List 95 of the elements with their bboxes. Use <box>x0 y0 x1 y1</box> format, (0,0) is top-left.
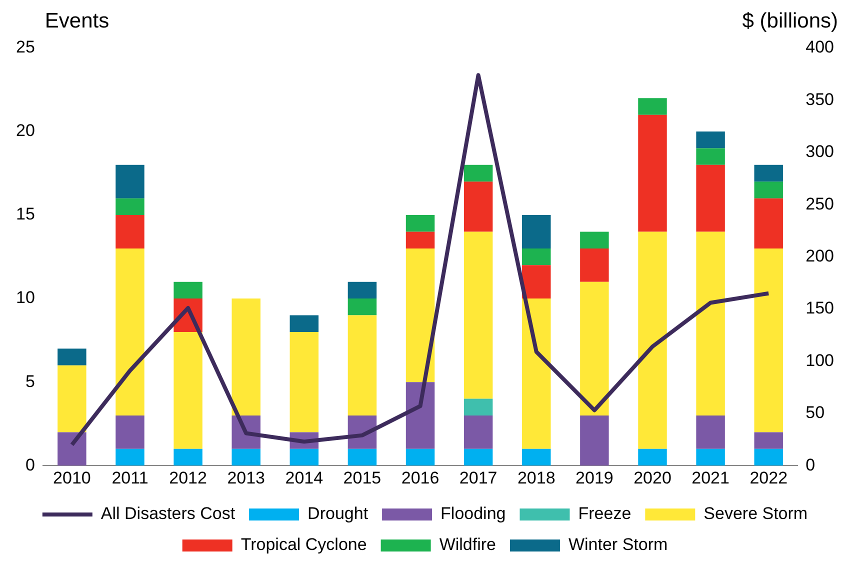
bar <box>464 398 493 416</box>
x-tick-label: 2020 <box>634 468 672 488</box>
bar <box>116 164 144 198</box>
y-tick-label: 25 <box>16 38 35 57</box>
y2-tick-label: 100 <box>806 350 834 370</box>
bar <box>290 448 319 466</box>
bar <box>522 298 551 449</box>
legend-label: Severe Storm <box>704 504 808 524</box>
x-tick-label: 2013 <box>227 468 266 488</box>
bar <box>754 182 783 198</box>
bar <box>696 132 725 148</box>
bar <box>522 265 551 299</box>
bar <box>754 198 783 248</box>
bar <box>58 348 86 366</box>
bar <box>290 315 319 332</box>
x-tick-label: 2022 <box>750 468 788 488</box>
y2-tick-label: 0 <box>806 455 816 474</box>
y2-tick-label: 150 <box>806 298 834 318</box>
bar <box>522 448 551 466</box>
y2-tick-label: 350 <box>806 90 834 109</box>
bar <box>348 282 377 299</box>
bar <box>522 215 551 248</box>
bar <box>580 232 609 248</box>
x-tick-label: 2019 <box>576 468 614 488</box>
legend-label: Freeze <box>578 504 632 524</box>
x-tick-label: 2016 <box>401 468 440 488</box>
bar <box>464 164 493 182</box>
bar <box>406 248 435 382</box>
bar <box>348 298 377 316</box>
bar <box>116 248 144 416</box>
x-tick-label: 2021 <box>692 468 730 488</box>
x-tick-label: 2012 <box>169 468 207 488</box>
bar <box>58 432 86 466</box>
bar <box>754 432 783 449</box>
bar <box>464 448 493 466</box>
y2-tick-label: 200 <box>806 246 834 266</box>
x-tick-label: 2018 <box>517 468 556 488</box>
bar <box>696 164 725 232</box>
bar <box>580 248 609 282</box>
bar <box>638 98 667 115</box>
y-tick-label: 5 <box>25 372 35 391</box>
bar <box>464 415 493 449</box>
bar <box>348 315 377 416</box>
bar <box>116 415 144 449</box>
bar <box>696 148 725 165</box>
x-tick-label: 2014 <box>285 468 324 488</box>
y-tick-label: 20 <box>16 121 35 140</box>
bar <box>638 448 667 466</box>
legend-label: Winter Storm <box>568 535 668 554</box>
legend-label: Tropical Cyclone <box>240 535 367 554</box>
bar <box>696 448 725 466</box>
legend-label: Drought <box>308 504 368 524</box>
bar <box>754 448 783 466</box>
y-axis-title: Events <box>44 9 110 32</box>
bar <box>522 248 551 266</box>
bar <box>696 415 725 449</box>
x-tick-label: 2011 <box>112 468 148 488</box>
y-tick-label: 15 <box>16 204 35 224</box>
y2-tick-label: 50 <box>806 403 825 422</box>
y2-axis-title: $ (billions) <box>742 9 838 32</box>
bar <box>464 232 493 399</box>
y2-tick-label: 300 <box>806 142 834 162</box>
x-tick-label: 2010 <box>53 468 91 488</box>
bar <box>348 448 377 466</box>
bar <box>290 332 319 432</box>
bar <box>696 232 725 416</box>
y2-tick-label: 250 <box>806 194 834 214</box>
bar <box>754 164 783 182</box>
bar <box>58 365 86 432</box>
bar <box>464 182 493 232</box>
bar <box>232 448 260 466</box>
bar <box>406 382 435 449</box>
bar <box>638 114 667 232</box>
bar <box>116 215 144 248</box>
bar <box>754 248 783 432</box>
legend-label: Wildfire <box>439 535 496 554</box>
bar <box>406 448 435 466</box>
bar <box>116 448 144 466</box>
bar <box>406 215 435 232</box>
bar <box>580 282 609 416</box>
legend-label: All Disasters Cost <box>100 504 236 524</box>
legend-label: Flooding <box>440 504 506 524</box>
bar <box>406 232 435 248</box>
bar <box>232 298 260 416</box>
x-tick-label: 2017 <box>459 468 498 488</box>
bar <box>638 232 667 449</box>
bar <box>174 332 202 449</box>
x-tick-label: 2015 <box>343 468 382 488</box>
y2-tick-label: 400 <box>806 38 834 57</box>
y-tick-label: 0 <box>25 455 35 474</box>
y-tick-label: 10 <box>16 288 35 308</box>
bar <box>580 415 609 466</box>
bar <box>116 198 144 216</box>
bar <box>174 282 202 299</box>
bar <box>174 448 202 466</box>
